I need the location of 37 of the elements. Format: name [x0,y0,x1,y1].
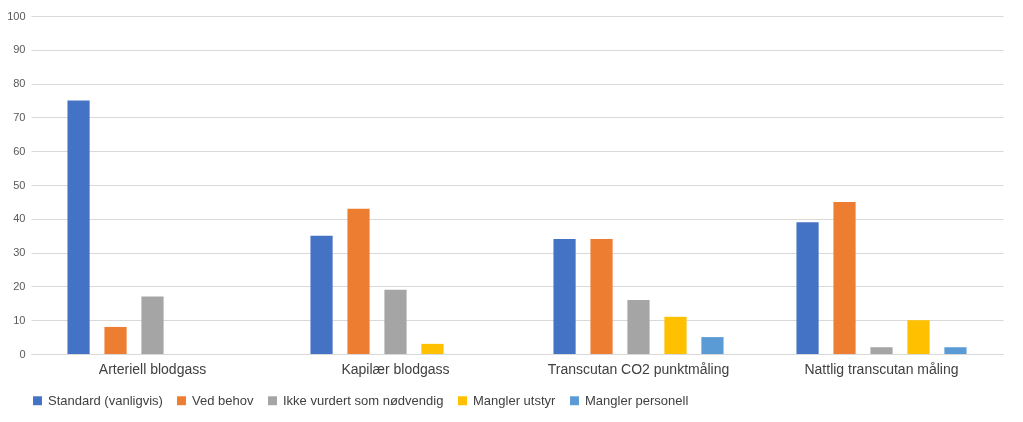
bar [553,239,576,354]
legend-label: Mangler personell [585,392,689,408]
bar [310,235,333,354]
bar [590,239,613,354]
bar [347,208,370,354]
bar [870,347,893,354]
y-tick-label: 100 [7,9,26,22]
x-tick-label: Transcutan CO2 punktmåling [547,360,730,377]
bar [384,289,407,354]
x-tick-label: Nattlig transcutan måling [804,360,959,377]
bar [627,299,650,354]
y-tick-label: 10 [13,313,26,326]
x-tick-label: Kapilær blodgass [341,360,450,377]
y-tick-label: 90 [13,43,26,56]
bar [104,326,127,354]
legend-label: Mangler utstyr [473,392,557,408]
y-tick-label: 80 [13,77,26,90]
y-tick-label: 0 [19,347,26,360]
bar [421,343,444,354]
y-tick-label: 70 [13,110,26,123]
legend-label: Standard (vanligvis) [48,392,163,408]
bar [833,201,856,354]
bar [907,320,930,354]
bar [944,347,967,354]
y-tick-label: 50 [13,178,26,191]
bar [664,316,687,354]
y-tick-label: 20 [13,279,26,292]
bar [796,222,819,354]
y-tick-label: 30 [13,246,26,259]
y-tick-label: 40 [13,212,26,225]
bar [701,337,724,354]
bar [67,100,90,354]
bar [141,296,164,354]
y-tick-label: 60 [13,144,26,157]
legend-label: Ved behov [192,392,254,408]
legend-label: Ikke vurdert som nødvendig [283,392,444,408]
x-tick-label: Arteriell blodgass [98,360,207,377]
